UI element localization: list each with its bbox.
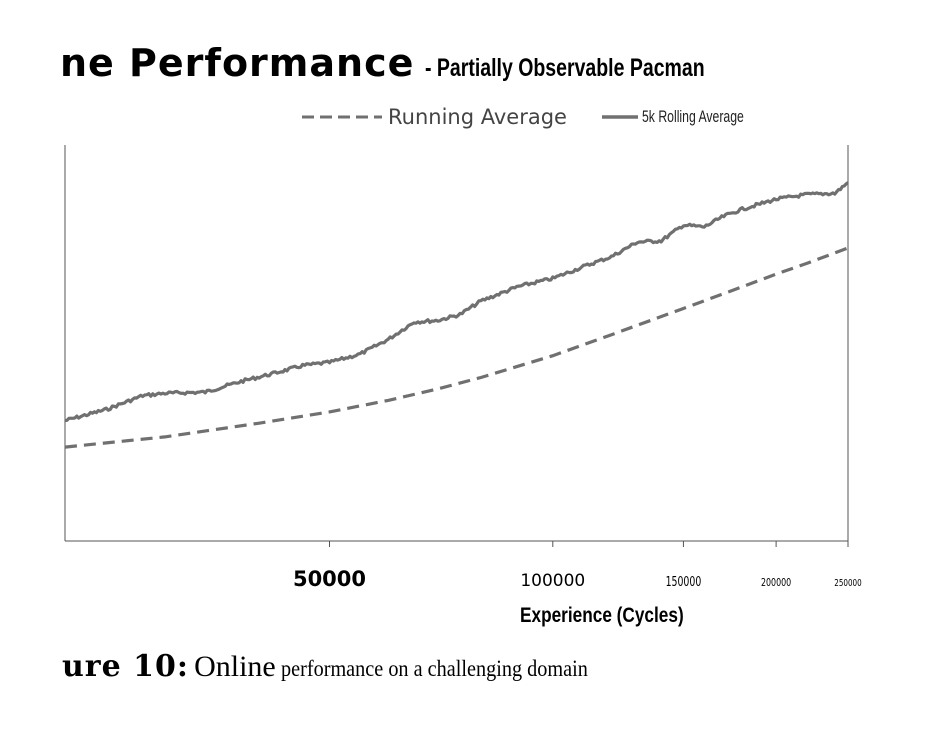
x-tick-label-150000: 150000	[666, 573, 702, 589]
legend-item-rolling-average: 5k Rolling Average	[602, 104, 783, 130]
chart-title: ne Performance - Partially Observable Pa…	[60, 44, 783, 82]
legend-swatch-solid	[602, 115, 638, 119]
legend-label-running-average: Running Average	[388, 105, 567, 129]
x-tick-label-50000: 50000	[293, 567, 366, 591]
caption-description: performance on a challenging domain	[280, 656, 588, 681]
x-tick-label-200000: 200000	[761, 577, 791, 590]
caption-online: Online	[194, 650, 276, 683]
x-tick-label-100000: 100000	[520, 571, 585, 591]
x-axis-label: Experience (Cycles)	[520, 604, 684, 627]
x-tick-label-250000: 250000	[834, 578, 861, 589]
series-line-running-average	[64, 246, 849, 449]
legend-item-running-average: Running Average	[302, 104, 567, 130]
figure-caption: ure 10: Online performance on a challeng…	[62, 652, 630, 682]
chart-title-main: ne Performance	[60, 41, 415, 85]
legend-label-rolling-average: 5k Rolling Average	[642, 107, 744, 126]
series-line-rolling-average	[64, 181, 849, 423]
legend-swatch-dashed	[302, 115, 382, 119]
chart-title-subtitle: - Partially Observable Pacman	[424, 54, 705, 82]
caption-figure-number: ure 10:	[62, 649, 189, 684]
